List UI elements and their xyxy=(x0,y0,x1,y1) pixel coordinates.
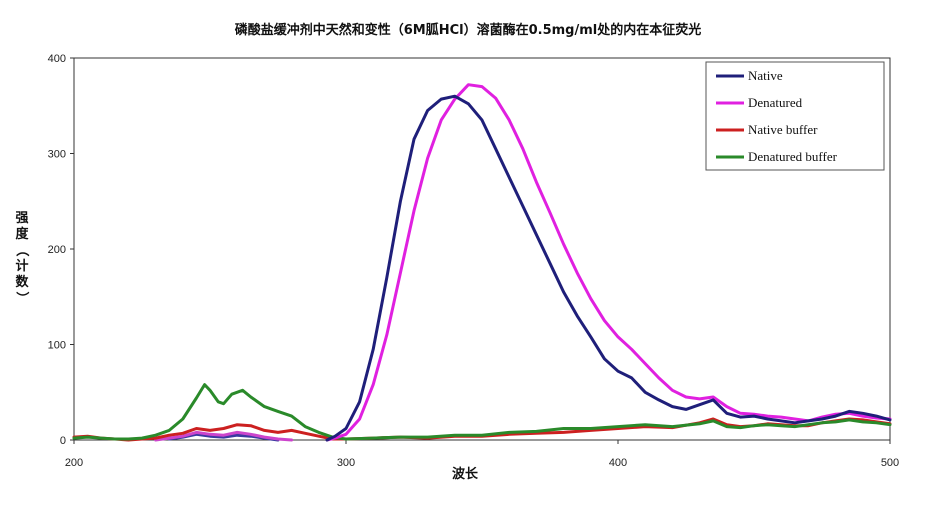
legend: Native Denatured Native buffer Denatured bu… xyxy=(705,61,885,171)
y-axis-label: 强度（ 计数） xyxy=(14,211,30,305)
series-layer xyxy=(72,83,892,442)
y-tick-label: 200 xyxy=(48,244,66,256)
x-tick-label: 400 xyxy=(609,457,627,469)
legend-label: Denatured xyxy=(748,95,803,110)
x-tick-label: 200 xyxy=(65,457,83,469)
y-axis-label-char: 计 xyxy=(15,258,28,274)
series-line-4 xyxy=(154,430,294,442)
series-line-1 xyxy=(325,83,892,442)
y-axis: 0 100 200 300 400 xyxy=(48,53,74,447)
y-axis-label-char: 度 xyxy=(15,226,29,242)
y-axis-label-char: 数 xyxy=(15,274,29,290)
legend-label: Native buffer xyxy=(748,122,818,137)
x-tick-label: 500 xyxy=(881,457,899,469)
legend-label: Native xyxy=(748,68,783,83)
y-tick-label: 300 xyxy=(48,149,66,161)
legend-box xyxy=(705,61,885,171)
chart-title: 磷酸盐缓冲剂中天然和变性（6M胍HCl）溶菌酶在0.5mg/ml处的内在本征荧光 xyxy=(235,22,702,38)
x-axis-label: 波长 xyxy=(452,466,479,482)
series-line-3 xyxy=(72,383,892,441)
series-line-0 xyxy=(325,94,892,442)
y-tick-label: 0 xyxy=(60,435,66,447)
x-tick-label: 300 xyxy=(337,457,355,469)
y-axis-label-char: 强 xyxy=(15,211,28,226)
x-axis: 200 300 400 500 xyxy=(65,440,899,469)
y-axis-label-char: （ xyxy=(14,243,30,256)
y-axis-label-char: ） xyxy=(14,291,30,304)
series-line-2 xyxy=(72,417,892,442)
legend-label: Denatured buffer xyxy=(748,149,838,164)
y-tick-label: 100 xyxy=(48,340,66,352)
y-tick-label: 400 xyxy=(48,53,66,65)
